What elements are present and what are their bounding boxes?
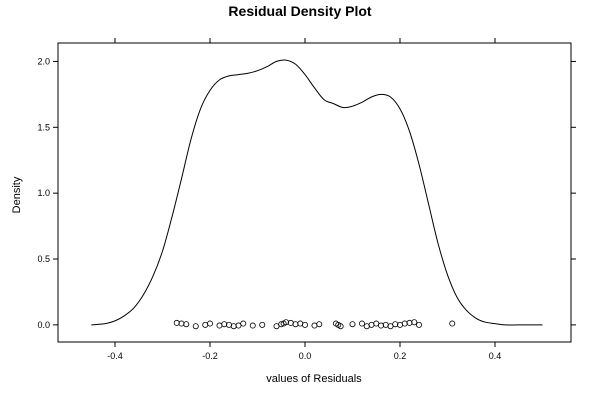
residual-point	[240, 320, 247, 327]
residual-point	[358, 320, 365, 327]
residual-point	[301, 321, 308, 328]
residual-point	[192, 323, 199, 330]
x-tick-label: -0.4	[107, 351, 123, 361]
y-tick-label: 0.5	[37, 254, 50, 264]
residual-point	[415, 321, 422, 328]
x-axis: -0.4 -0.2 0.0 0.2 0.4	[107, 38, 501, 361]
residual-point	[449, 320, 456, 327]
residual-point	[230, 323, 237, 330]
y-tick-label: 0.0	[37, 320, 50, 330]
residual-point	[377, 322, 384, 329]
y-tick-label: 2.0	[37, 56, 50, 66]
y-tick-label: 1.0	[37, 188, 50, 198]
residual-point	[316, 321, 323, 328]
residual-point	[178, 320, 185, 327]
density-curve	[91, 59, 543, 326]
residual-point	[349, 321, 356, 328]
residual-point	[337, 323, 344, 330]
plot-frame	[57, 42, 572, 343]
y-tick-label: 1.5	[37, 122, 50, 132]
y-axis: 0.0 0.5 1.0 1.5 2.0	[37, 56, 576, 330]
residual-point	[392, 321, 399, 328]
residual-point	[206, 320, 213, 327]
residual-point	[173, 319, 180, 326]
x-tick-label: 0.4	[489, 351, 502, 361]
chart-title: Residual Density Plot	[228, 3, 371, 19]
residual-point	[411, 319, 418, 326]
x-axis-label: values of Residuals	[266, 373, 362, 385]
residual-point	[249, 322, 256, 329]
residual-point	[221, 321, 228, 328]
x-tick-label: -0.2	[202, 351, 218, 361]
y-axis-label: Density	[11, 176, 23, 213]
residual-point	[292, 321, 299, 328]
residual-point	[183, 321, 190, 328]
residual-point	[401, 320, 408, 327]
residual-point	[259, 321, 266, 328]
residual-points	[173, 319, 456, 330]
residual-point	[406, 319, 413, 326]
x-tick-label: 0.0	[299, 351, 312, 361]
x-tick-label: 0.2	[394, 351, 407, 361]
